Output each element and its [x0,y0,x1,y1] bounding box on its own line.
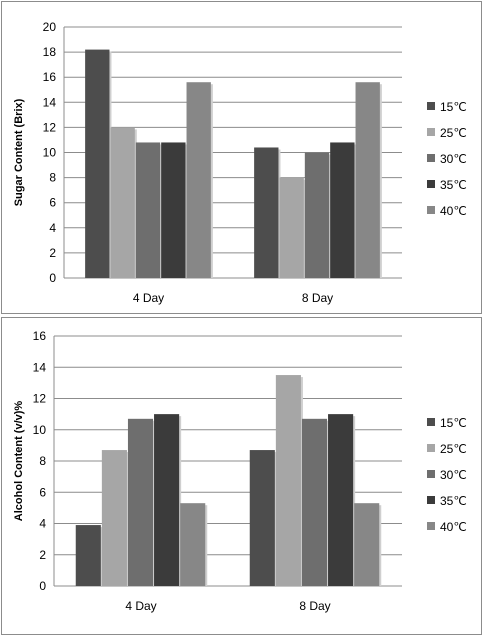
bar-4-day-15c [75,525,101,586]
legend-swatch [427,522,435,530]
y-tick-label: 14 [33,360,47,374]
y-tick-label: 12 [33,392,47,406]
y-tick-label: 10 [43,146,57,160]
bar-4-day-35c [154,414,180,586]
y-tick-label: 2 [39,548,46,562]
y-tick-label: 0 [39,579,46,593]
bar-4-day-30c [127,418,154,586]
legend-label: 25℃ [440,442,467,456]
y-tick-label: 4 [49,221,56,235]
sugar-content-chart: 0 2 4 6 8 10 12 14 16 18 20 Sugar Content (Brix) 4 D… [13,20,467,305]
y-tick-label: 16 [43,70,57,84]
bar-4-day-40c [186,82,211,278]
y-tick-label: 16 [33,329,47,343]
y-tick-label: 6 [39,485,46,499]
y-tick-label: 20 [43,20,57,34]
legend-label: 25℃ [440,126,467,140]
y-tick-label: 14 [43,95,57,109]
y-tick-label: 8 [39,454,46,468]
legend-swatch [427,180,435,188]
legend-label: 40℃ [440,204,467,218]
bar-4-day-40c [180,503,206,586]
bar-4-day-25c [110,127,135,279]
legend-swatch [427,496,435,504]
legend-swatch [427,128,435,136]
bar-8-day-35c [330,142,355,278]
bar-8-day-40c [354,503,380,586]
alcohol-chart-panel: 0 2 4 6 8 10 12 14 16 Alcohol Content (v/v)% 4 Day… [1,317,482,635]
legend-swatch [427,102,435,110]
bar-4-day-25c [101,450,127,586]
legend-swatch [427,444,435,452]
bar-4-day-35c [161,142,186,278]
bar-8-day-25c [279,177,304,278]
y-axis-title: Sugar Content (Brix) [13,98,25,206]
sugar-chart-panel: 0 2 4 6 8 10 12 14 16 18 20 Sugar Content (Brix) 4 D… [1,1,482,314]
y-tick-label: 4 [39,517,46,531]
y-tick-label: 6 [49,196,56,210]
bar-8-day-15c [249,450,275,586]
bar-8-day-35c [328,414,354,586]
legend-label: 35℃ [440,494,467,508]
y-tick-label: 8 [49,171,56,185]
bar-8-day-25c [275,375,301,586]
bar-4-day-15c [85,49,110,279]
y-tick-label: 18 [43,45,57,59]
legend-swatch [427,154,435,162]
alcohol-content-chart: 0 2 4 6 8 10 12 14 16 Alcohol Content (v/v)% 4 Day… [13,329,467,613]
bar-8-day-30c [304,152,330,278]
bar-8-day-40c [355,82,380,278]
legend-label: 30℃ [440,152,467,166]
bar-4-day-30c [135,142,161,278]
legend-label: 40℃ [440,520,467,534]
x-tick-label: 4 Day [133,291,164,305]
legend-label: 35℃ [440,178,467,192]
y-tick-label: 2 [49,246,56,260]
legend-label: 30℃ [440,468,467,482]
legend-swatch [427,418,435,426]
y-axis-title: Alcohol Content (v/v)% [13,401,25,522]
legend-label: 15℃ [440,100,467,114]
legend-swatch [427,470,435,478]
y-tick-label: 12 [43,120,57,134]
x-tick-label: 8 Day [302,291,333,305]
x-tick-label: 4 Day [125,599,156,613]
x-tick-label: 8 Day [299,599,330,613]
bar-8-day-15c [254,147,279,278]
bar-8-day-30c [301,418,328,586]
y-tick-label: 10 [33,423,47,437]
legend-swatch [427,206,435,214]
legend-label: 15℃ [440,416,467,430]
y-tick-label: 0 [49,271,56,285]
